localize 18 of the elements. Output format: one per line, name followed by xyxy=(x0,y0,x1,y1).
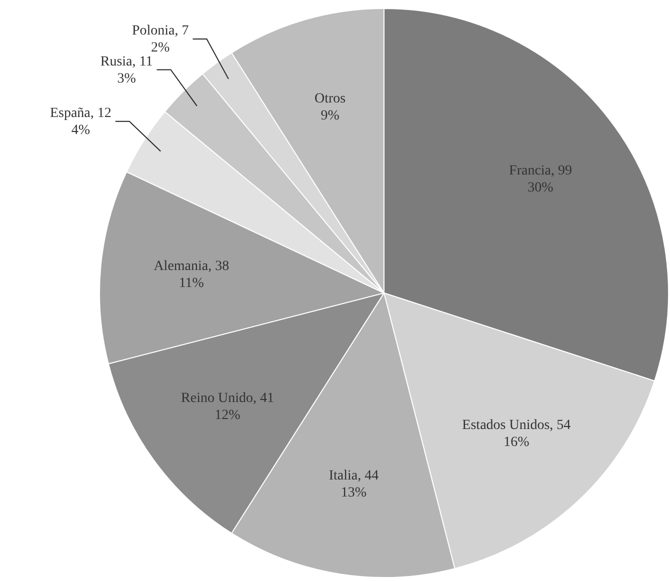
data-label: 4% xyxy=(71,123,90,138)
slice-label: España, 12 xyxy=(50,106,112,122)
data-label: 13% xyxy=(340,485,367,500)
data-label: 11% xyxy=(178,276,204,291)
data-label: 30% xyxy=(528,180,554,196)
slice-label: Otros xyxy=(314,91,346,106)
slice-label: Alemania, 38 xyxy=(154,258,230,274)
data-label: 12% xyxy=(214,408,241,423)
data-label: 2% xyxy=(151,40,170,56)
data-label: 9% xyxy=(320,108,340,124)
slice-label: Polonia, 7 xyxy=(132,24,189,39)
data-label: 3% xyxy=(117,71,136,86)
slice-label: Estados Unidos, 54 xyxy=(462,418,571,434)
slice-label: Rusia, 11 xyxy=(100,54,153,70)
slice-label: Reino Unido, 41 xyxy=(181,390,274,406)
data-label: 16% xyxy=(504,435,530,450)
slice-label: Francia, 99 xyxy=(509,163,572,178)
slice-label: Italia, 44 xyxy=(328,468,379,484)
